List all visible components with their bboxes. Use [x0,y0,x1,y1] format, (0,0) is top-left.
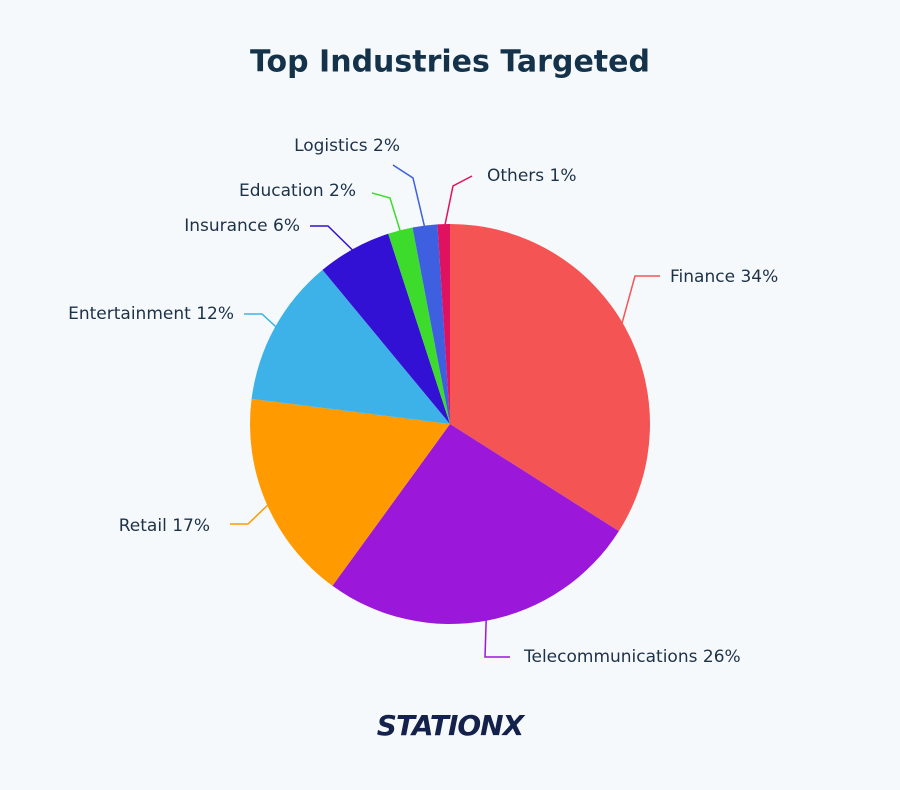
data-label: Telecommunications 26% [523,647,741,667]
chart-title: Top Industries Targeted [250,45,650,80]
data-label: Entertainment 12% [68,304,234,324]
value-label: 2% [329,181,356,201]
category-name: Others [487,166,544,186]
value-label: 34% [740,267,778,287]
pie [249,224,650,624]
category-name: Insurance [184,216,267,236]
value-label: 6% [273,216,300,236]
data-label: Retail 17% [119,516,210,536]
leader-line [443,175,473,231]
pie-slice [412,224,450,424]
leader-line [619,275,660,331]
leader-line [230,500,273,525]
value-label: 2% [373,136,400,156]
data-label: Others 1% [487,166,577,186]
leader-line [392,164,427,232]
pie-slice [437,224,450,424]
leader-line [244,313,281,332]
data-label: Finance 34% [670,267,778,287]
pie-slice [388,227,450,424]
value-label: 17% [172,516,210,536]
pie-slice [322,233,450,424]
category-name: Telecommunications [523,647,698,667]
category-name: Education [239,181,324,201]
category-name: Logistics [294,136,368,156]
value-label: 26% [703,647,741,667]
leader-line [310,225,358,255]
pie-slice [249,398,450,586]
leader-line [371,192,403,237]
value-label: 12% [196,304,234,324]
data-label: Logistics 2% [294,136,400,156]
labels: Finance 34% Telecommunications 26% Retail … [68,136,778,667]
category-name: Finance [670,267,735,287]
data-label: Education 2% [239,181,356,201]
category-name: Entertainment [68,304,191,324]
pie-slice [450,224,650,532]
category-name: Retail [119,516,167,536]
pie-slice [332,424,619,624]
leader-line [484,614,510,658]
data-label: Insurance 6% [184,216,300,236]
logo: STATIONX [377,709,526,742]
value-label: 1% [550,166,577,186]
pie-slice [251,269,450,424]
